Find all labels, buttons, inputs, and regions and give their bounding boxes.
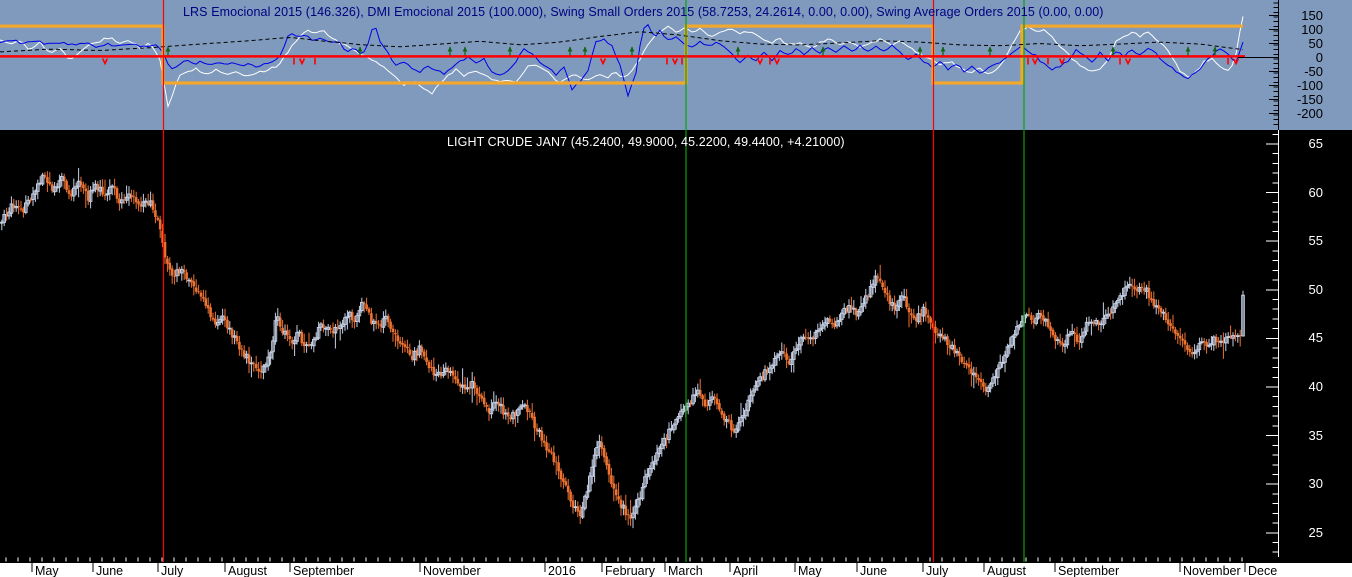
x-axis-month-label: September (293, 564, 355, 577)
indicator-y-axis-label: -100 (1296, 78, 1323, 93)
x-axis-month-label: July (161, 564, 184, 577)
x-axis-month-label: March (668, 564, 703, 577)
price-y-axis-label: 30 (1308, 476, 1323, 492)
x-axis-month-label: February (605, 564, 656, 577)
indicator-panel[interactable]: LRS Emocional 2015 (146.326), DMI Emocio… (0, 0, 1352, 130)
x-axis-month-label: July (926, 564, 949, 577)
indicator-y-axis-label: -200 (1296, 106, 1323, 121)
price-y-axis-label: 25 (1308, 524, 1323, 540)
x-axis-month-label: Dece (1248, 564, 1278, 577)
x-axis-month-label: May (798, 564, 822, 577)
x-axis-tick-band (0, 557, 1352, 563)
price-plot (0, 130, 1352, 557)
price-y-axis-label: 45 (1308, 330, 1323, 346)
indicator-y-axis-label: -150 (1296, 92, 1323, 107)
price-y-axis-label: 50 (1308, 281, 1323, 297)
indicator-y-axis-label: 100 (1301, 22, 1323, 37)
price-panel[interactable]: LIGHT CRUDE JAN7 (45.2400, 49.9000, 45.2… (0, 130, 1352, 557)
price-y-axis-label: 35 (1308, 427, 1323, 443)
indicator-y-axis-label: 0 (1315, 50, 1323, 65)
x-axis-strip: May June July August September November 2016 Fe… (0, 557, 1352, 577)
x-axis-label-band (0, 563, 1352, 577)
x-axis-month-label: June (96, 564, 124, 577)
price-y-axis-label: 40 (1308, 379, 1323, 394)
indicator-y-axis-label: 50 (1308, 36, 1323, 51)
x-axis-month-label: August (228, 564, 267, 577)
price-y-axis-label: 60 (1308, 184, 1323, 200)
x-axis-month-label: April (733, 564, 759, 577)
x-axis-month-label: August (987, 564, 1026, 577)
x-axis-month-label: May (35, 564, 59, 577)
x-axis-month-label: September (1058, 564, 1120, 577)
x-axis-month-label: 2016 (548, 564, 576, 577)
indicator-plot (0, 0, 1352, 130)
price-y-axis-label: 65 (1308, 136, 1323, 151)
indicator-panel-title: LRS Emocional 2015 (146.326), DMI Emocio… (183, 5, 1104, 19)
x-axis-month-label: June (860, 564, 888, 577)
price-y-axis-label: 55 (1308, 233, 1323, 249)
indicator-y-axis-label: 150 (1301, 8, 1323, 23)
x-axis-ticks (5, 557, 1246, 572)
indicator-y-axis-label: -50 (1304, 64, 1323, 79)
x-axis-month-label: November (1183, 564, 1241, 577)
x-axis-month-label: November (423, 564, 481, 577)
price-panel-title: LIGHT CRUDE JAN7 (45.2400, 49.9000, 45.2… (447, 135, 845, 149)
